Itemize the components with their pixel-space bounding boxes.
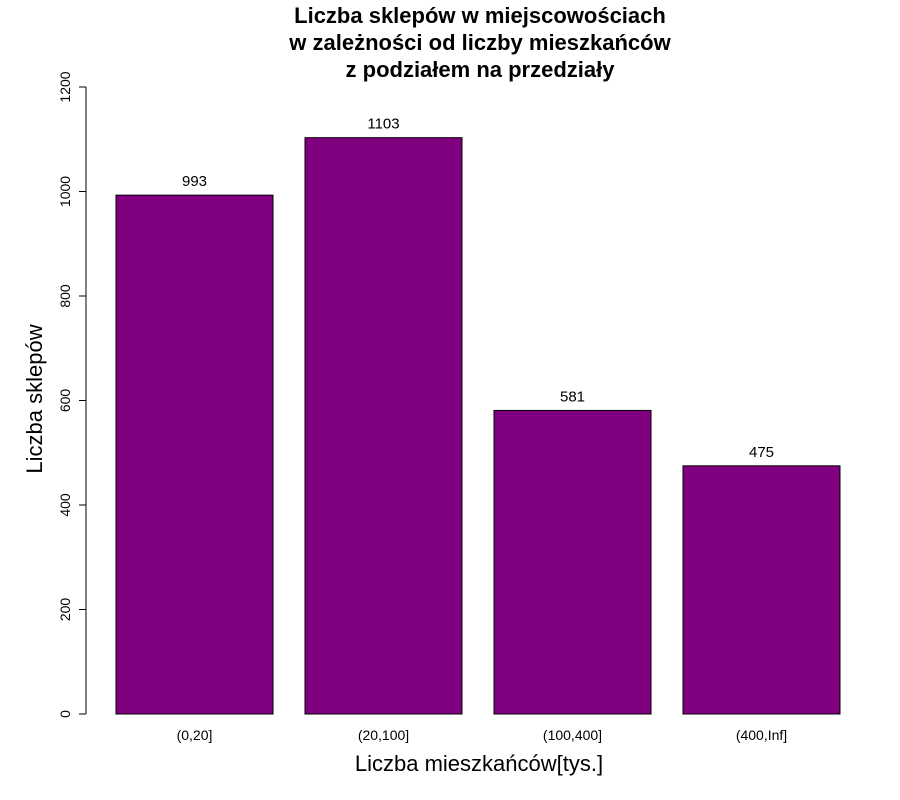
x-axis-title: Liczba mieszkańców[tys.] <box>355 751 603 776</box>
bar <box>682 465 841 715</box>
y-axis-tick-label: 600 <box>57 389 73 413</box>
chart-title-line-1: Liczba sklepów w miejscowościach <box>294 3 666 28</box>
x-axis-tick-label: (100,400] <box>543 727 602 743</box>
bar <box>115 194 274 715</box>
chart-title-line-3: z podziałem na przedziały <box>346 57 616 82</box>
y-axis-tick-label: 1200 <box>57 71 73 102</box>
bar <box>304 137 463 715</box>
y-axis-tick-label: 400 <box>57 493 73 517</box>
bar-value-label: 581 <box>560 388 585 405</box>
y-axis: 0 200 400 600 800 1000 1200 <box>57 71 87 718</box>
x-axis-tick-label: (400,Inf] <box>736 727 787 743</box>
value-labels: 993 1103 581 475 <box>182 116 774 461</box>
x-axis-tick-label: (20,100] <box>358 727 409 743</box>
y-axis-title: Liczba sklepów <box>22 324 47 473</box>
x-axis-tick-label: (0,20] <box>177 727 213 743</box>
y-axis-tick-label: 1000 <box>57 176 73 207</box>
bar-value-label: 475 <box>749 444 774 461</box>
bar-value-label: 1103 <box>367 116 399 133</box>
chart-title: Liczba sklepów w miejscowościach w zależ… <box>288 3 671 82</box>
y-axis-tick-label: 200 <box>57 598 73 622</box>
y-axis-tick-label: 800 <box>57 284 73 308</box>
y-axis-tick-label: 0 <box>57 710 73 718</box>
chart-title-line-2: w zależności od liczby mieszkańców <box>288 30 671 55</box>
bars <box>115 137 841 715</box>
bar-value-label: 993 <box>182 173 207 190</box>
bar <box>493 409 652 715</box>
x-axis-tick-labels: (0,20] (20,100] (100,400] (400,Inf] <box>177 727 788 743</box>
